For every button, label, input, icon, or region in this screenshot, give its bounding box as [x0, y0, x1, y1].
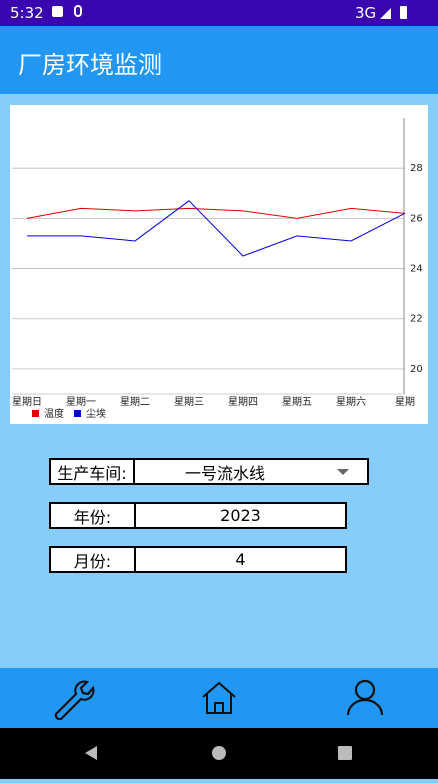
field-label: 年份:	[49, 502, 136, 529]
legend-swatch	[74, 410, 81, 417]
home-button[interactable]	[200, 680, 238, 716]
back-button[interactable]	[85, 746, 97, 760]
legend-label: 尘埃	[86, 407, 106, 420]
bottom-nav	[0, 668, 438, 728]
x-tick-label: 星期五	[282, 396, 312, 408]
time: 5:32	[10, 4, 44, 22]
x-tick-label: 星期	[395, 396, 415, 408]
system-nav	[0, 728, 438, 779]
y-tick-label: 20	[410, 364, 423, 375]
input[interactable]: 4	[134, 546, 347, 573]
profile-button[interactable]	[345, 677, 385, 717]
data-line	[26, 207, 406, 219]
data-line	[27, 200, 406, 257]
network: 3G	[355, 4, 377, 22]
x-tick-label: 星期三	[174, 396, 204, 408]
x-tick-label: 星期二	[120, 396, 150, 408]
dropdown-value: 一号流水线	[185, 463, 266, 483]
system-nav-buttons	[85, 746, 352, 760]
legend-swatch	[32, 410, 39, 417]
icon	[52, 6, 63, 17]
x-tick-label: 星期六	[336, 396, 366, 408]
dropdown-arrow	[337, 469, 349, 475]
home-system-button[interactable]	[212, 746, 226, 760]
app-title: 厂房环境监测	[18, 51, 162, 79]
recents-button[interactable]	[338, 746, 352, 760]
x-tick-label: 星期一	[66, 396, 96, 408]
y-tick-label: 24	[410, 264, 423, 275]
y-tick-label: 28	[410, 163, 423, 174]
dropdown[interactable]: 一号流水线	[133, 458, 369, 485]
y-tick-label: 26	[410, 213, 423, 224]
icon	[74, 5, 82, 17]
input[interactable]: 2023	[134, 502, 347, 529]
app-bar: 厂房环境监测	[0, 26, 438, 94]
field-label: 月份:	[49, 546, 136, 573]
settings-button[interactable]	[50, 676, 96, 720]
status-icons	[380, 6, 407, 19]
legend-label: 温度	[44, 407, 64, 420]
status-bar: 5:32 3G	[0, 0, 438, 26]
x-tick-label: 星期四	[228, 396, 258, 408]
chart-card: 20 22 24 26 28 星期日 星期一 星期二 星期三 星期四 星期五 星期六 星期温度 尘埃	[10, 105, 428, 424]
y-tick-label: 22	[410, 314, 423, 325]
field-label: 生产车间:	[49, 458, 135, 485]
x-tick-label: 星期日	[12, 396, 42, 408]
